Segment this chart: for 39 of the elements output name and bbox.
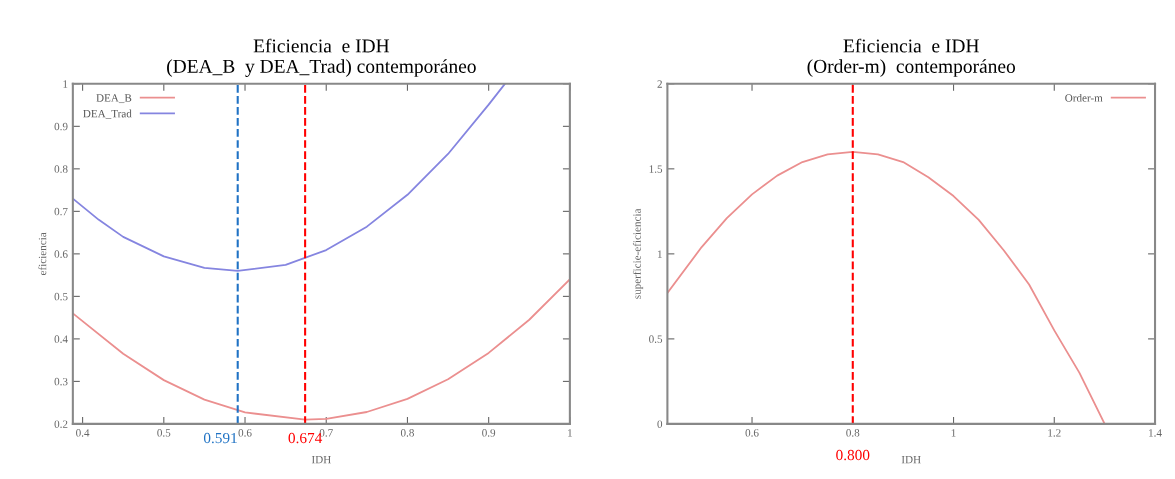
y-tick-label: 1.5 [649,165,663,173]
x-tick-label: 0.8 [846,429,860,437]
line-series [72,83,506,272]
y-tick-label: 0 [657,420,663,428]
x-tick-label: 0.6 [238,429,252,437]
x-tick-label: 1 [951,429,956,437]
line-series [72,278,570,421]
x-tick-label: 1.2 [1048,429,1061,437]
x-tick-label: 0.6 [745,429,759,437]
chart-title: Eficiencia e IDH (DEA_B y DEA_Trad) contemporáneo [167,38,476,77]
y-tick-label: 0.5 [649,335,663,343]
line-series [667,150,1106,424]
x-axis-title: IDH [901,455,921,464]
y-tick-label: 1 [63,80,68,88]
x-axis-title: IDH [311,455,331,464]
y-axis-title: superficie-eficiencia [632,208,644,299]
y-tick-label: 0.8 [54,165,68,173]
chart-title: Eficiencia e IDH (Order-m) contemporáneo [807,38,1016,77]
x-tick-label: 0.5 [157,429,171,437]
y-tick-label: 2 [657,80,662,88]
y-axis-title: eficiencia [38,232,47,276]
legend-label: Order-m [1065,93,1103,102]
x-tick-label: 0.8 [400,429,414,437]
x-tick-label: 0.4 [76,429,90,437]
y-tick-label: 0.3 [54,377,68,386]
y-tick-label: 0.4 [54,335,68,343]
legend-label: DEA_Trad [83,109,132,119]
ref-line-label: 0.591 [203,432,237,444]
x-tick-label: 0.9 [482,429,496,437]
x-tick-label: 1.4 [1149,429,1162,437]
x-tick-label: 1 [568,429,572,437]
y-tick-label: 0.2 [54,420,68,428]
legend-label: DEA_B [96,94,132,104]
y-tick-label: 0.9 [54,122,68,131]
y-tick-label: 0.7 [54,207,68,216]
y-tick-label: 0.6 [54,250,68,258]
y-tick-label: 1 [657,250,662,258]
y-tick-label: 0.5 [54,292,68,301]
ref-line-label: 0.800 [836,449,870,461]
